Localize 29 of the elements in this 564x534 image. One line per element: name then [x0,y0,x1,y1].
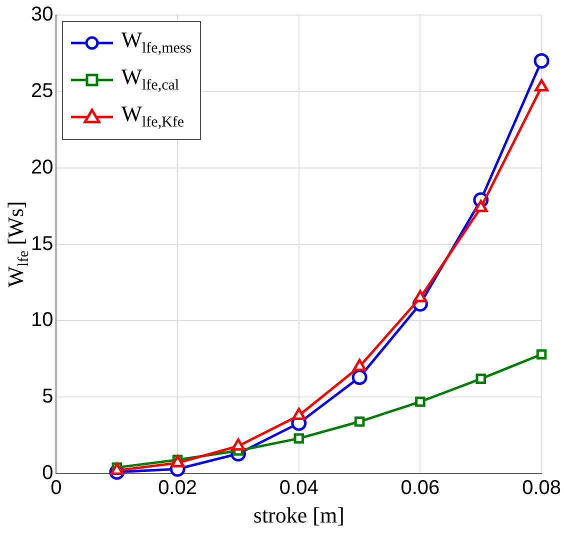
y-tick-label: 5 [42,386,54,408]
point [352,358,366,372]
point [415,396,426,407]
y-tick-label: 30 [30,4,54,26]
point [292,408,306,420]
point [534,79,548,92]
x-tick-label: 0.04 [279,477,318,500]
point [474,200,488,212]
point [536,349,547,360]
x-axis-title: stroke [m] [253,502,344,528]
y-tick-label: 20 [30,156,54,178]
legend-label: W$_{lfe,Kfe}$ [121,101,184,132]
x-tick-label: 0.02 [158,477,198,500]
y-tick-label: 10 [30,309,54,332]
point [352,370,368,386]
point [231,438,246,451]
point [476,374,486,384]
x-tick-label: 0.08 [522,477,562,500]
legend-label: W$_{lfe,cal}$ [121,64,180,95]
point [413,290,428,302]
x-tick-label: 0.06 [400,477,440,500]
y-tick-label: 15 [30,232,54,255]
point [294,433,304,444]
point [170,455,184,468]
point [110,462,124,476]
y-tick-label: 25 [30,80,54,102]
point [354,416,365,427]
point [534,53,550,69]
legend-label: W$_{lfe,mess}$ [121,27,192,58]
